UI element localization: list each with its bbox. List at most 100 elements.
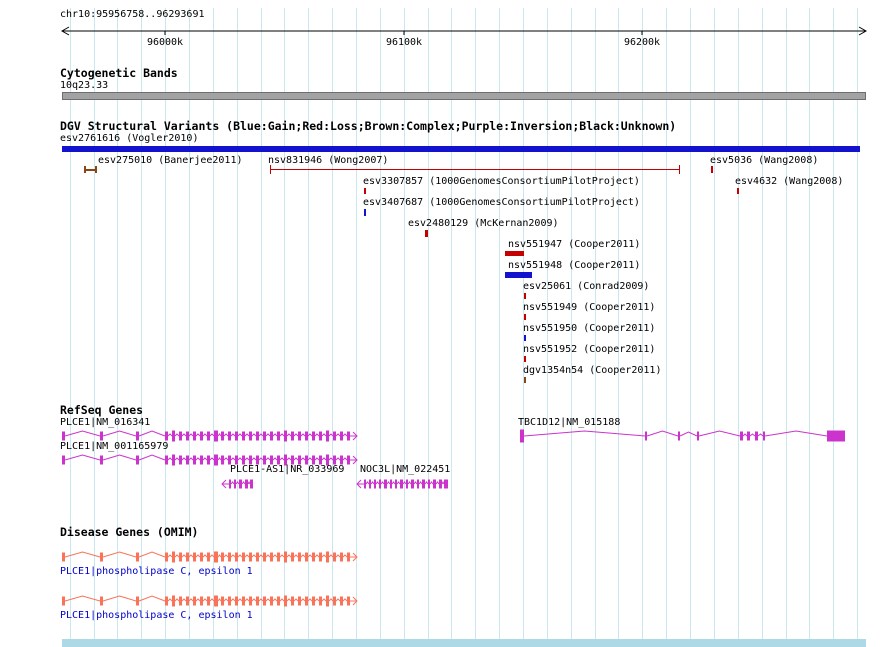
- exon-block: [242, 431, 245, 441]
- intron-line: [174, 598, 180, 602]
- exon-block: [444, 479, 448, 489]
- exon-block: [263, 552, 266, 562]
- variant-label[interactable]: nsv551952 (Cooper2011): [523, 344, 656, 355]
- gene-glyph[interactable]: [52, 419, 360, 453]
- intron-line: [279, 457, 285, 461]
- intron-line: [223, 457, 229, 461]
- intron-line: [418, 481, 423, 485]
- exon-block: [242, 596, 245, 606]
- variant-glyph-tick[interactable]: [711, 166, 713, 173]
- gene-label[interactable]: PLCE1-AS1|NR_033969: [230, 464, 345, 475]
- exon-block: [270, 552, 273, 562]
- exon-block: [277, 455, 280, 465]
- exon-block: [763, 431, 765, 441]
- variant-glyph-tick[interactable]: [524, 293, 526, 299]
- variant-glyph-tick[interactable]: [364, 209, 366, 216]
- gene-glyph[interactable]: [348, 467, 458, 501]
- intron-line: [286, 554, 292, 558]
- gridline: [403, 8, 405, 640]
- variant-label[interactable]: esv3307857 (1000GenomesConsortiumPilotPr…: [363, 176, 640, 187]
- gene-glyph[interactable]: [212, 467, 263, 501]
- exon-block: [319, 552, 322, 562]
- variant-glyph-tick[interactable]: [524, 335, 526, 341]
- variant-label[interactable]: esv25061 (Conrad2009): [523, 281, 650, 292]
- exon-block: [678, 431, 680, 441]
- strand-arrow-right-icon: [350, 431, 358, 441]
- exon-block: [256, 455, 259, 465]
- variant-label[interactable]: esv3407687 (1000GenomesConsortiumPilotPr…: [363, 197, 640, 208]
- variant-label[interactable]: esv5036 (Wang2008): [710, 155, 819, 166]
- exon-block: [200, 455, 203, 465]
- ruler-tick-label: 96100k: [385, 37, 423, 48]
- gene-glyph[interactable]: [52, 443, 360, 477]
- variant-label[interactable]: esv2761616 (Vogler2010): [60, 133, 199, 144]
- intron-line: [328, 433, 334, 437]
- exon-block: [214, 551, 218, 563]
- variant-glyph-tick[interactable]: [524, 377, 526, 383]
- variant-label[interactable]: nsv551948 (Cooper2011): [508, 260, 641, 271]
- exon-block: [333, 552, 336, 562]
- exon-block: [228, 455, 231, 465]
- variant-label[interactable]: dgv1354n54 (Cooper2011): [523, 365, 662, 376]
- gridline: [546, 8, 548, 640]
- variant-glyph-bar[interactable]: [505, 251, 524, 256]
- exon-block: [62, 431, 65, 441]
- gene-label[interactable]: PLCE1|phospholipase C, epsilon 1: [60, 566, 253, 577]
- intron-line: [391, 481, 396, 485]
- exon-block: [277, 552, 280, 562]
- variant-glyph-bar[interactable]: [62, 146, 860, 152]
- variant-glyph-tick[interactable]: [524, 314, 526, 320]
- exon-block: [284, 551, 287, 563]
- gridline: [212, 8, 214, 640]
- intron-line: [293, 598, 299, 602]
- gene-label[interactable]: PLCE1|NM_016341: [60, 417, 151, 428]
- intron-line: [307, 457, 313, 461]
- gene-label[interactable]: PLCE1|phospholipase C, epsilon 1: [60, 610, 253, 621]
- variant-glyph-bar[interactable]: [505, 272, 532, 278]
- exon-block: [165, 455, 168, 465]
- exon-block: [214, 454, 218, 466]
- exon-block: [340, 596, 343, 606]
- exon-block: [186, 455, 189, 465]
- exon-block: [347, 596, 350, 606]
- exon-block: [263, 455, 266, 465]
- exon-block: [270, 431, 273, 441]
- exon-block: [62, 455, 65, 465]
- variant-label[interactable]: nsv551949 (Cooper2011): [523, 302, 656, 313]
- exon-block: [186, 596, 189, 606]
- gene-glyph[interactable]: [52, 540, 360, 574]
- intron-line: [265, 598, 271, 602]
- variant-glyph-range[interactable]: [84, 166, 97, 173]
- variant-glyph-tick[interactable]: [425, 230, 428, 237]
- variant-glyph-tick[interactable]: [737, 188, 739, 194]
- intron-line: [181, 457, 187, 461]
- gridline: [857, 8, 859, 640]
- gene-glyph[interactable]: [510, 419, 855, 453]
- exon-block: [136, 455, 139, 465]
- exon-block: [291, 431, 294, 441]
- intron-line: [230, 598, 236, 602]
- intron-line: [174, 433, 180, 437]
- ruler-tick-label: 96000k: [146, 37, 184, 48]
- variant-label[interactable]: nsv831946 (Wong2007): [268, 155, 389, 166]
- gridline: [356, 8, 358, 640]
- gene-glyph[interactable]: [52, 584, 360, 618]
- variant-label[interactable]: esv4632 (Wang2008): [735, 176, 844, 187]
- variant-glyph-tick[interactable]: [524, 356, 526, 362]
- variant-glyph-range[interactable]: [270, 165, 680, 174]
- gridline: [785, 8, 787, 640]
- gene-label[interactable]: PLCE1|NM_001165979: [60, 441, 169, 452]
- exon-block: [256, 431, 259, 441]
- exon-block: [406, 479, 408, 489]
- exon-block: [291, 552, 294, 562]
- exon-block: [364, 479, 366, 489]
- gene-label[interactable]: TBC1D12|NM_015188: [518, 417, 621, 428]
- variant-label[interactable]: nsv551950 (Cooper2011): [523, 323, 656, 334]
- gridline: [379, 8, 381, 640]
- intron-line: [272, 598, 278, 602]
- variant-glyph-tick[interactable]: [364, 188, 366, 194]
- variant-label[interactable]: esv275010 (Banerjee2011): [98, 155, 243, 166]
- gene-label[interactable]: NOC3L|NM_022451: [360, 464, 451, 475]
- variant-label[interactable]: nsv551947 (Cooper2011): [508, 239, 641, 250]
- variant-label[interactable]: esv2480129 (McKernan2009): [408, 218, 559, 229]
